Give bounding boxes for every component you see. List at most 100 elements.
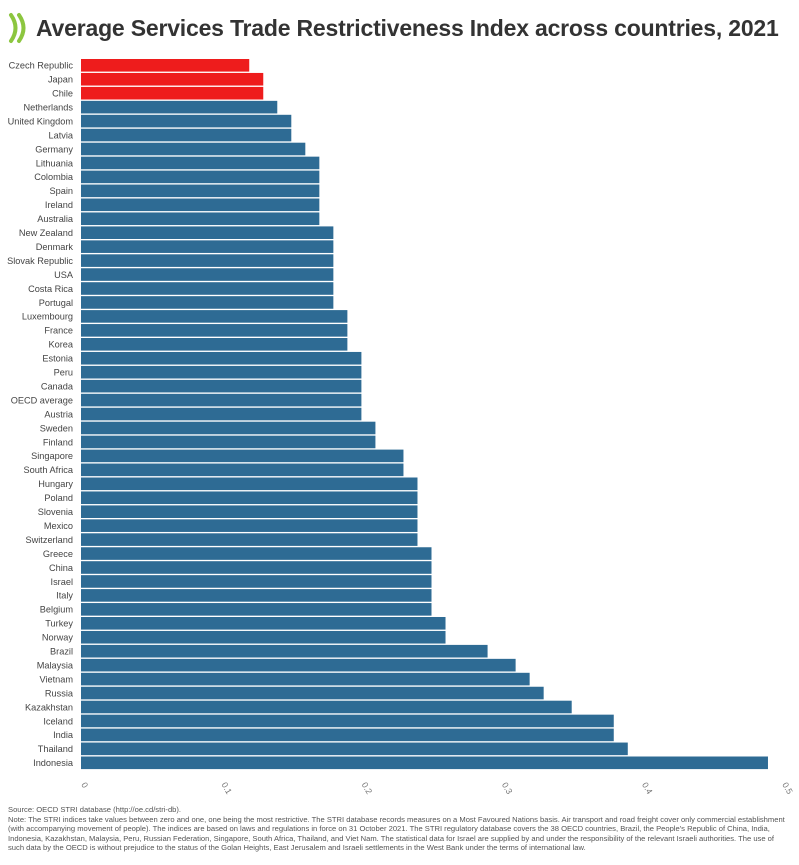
bar-czech-republic [81, 59, 250, 72]
category-label: China [49, 563, 74, 573]
bar-iceland [81, 714, 614, 728]
category-label: Switzerland [26, 535, 74, 545]
bar-lithuania [81, 156, 320, 170]
category-label: Slovak Republic [7, 256, 73, 266]
category-label: Colombia [34, 172, 74, 182]
category-label: Brazil [50, 647, 73, 657]
bar-slovak-republic [81, 254, 334, 267]
category-label: Iceland [43, 716, 73, 726]
bar-greece [81, 547, 432, 560]
category-label: Lithuania [36, 158, 74, 168]
bar-indonesia [81, 756, 768, 770]
category-label: Indonesia [33, 758, 74, 768]
category-label: Luxembourg [22, 312, 73, 322]
bar-portugal [81, 296, 334, 309]
bar-slovenia [81, 505, 418, 518]
bar-hungary [81, 477, 418, 491]
bar-france [81, 324, 348, 337]
category-label: Finland [43, 437, 73, 447]
bar-chart: Czech Republic Japan Chile Netherlands Unite… [7, 59, 795, 796]
bar-spain [81, 184, 320, 198]
category-label: Greece [43, 549, 73, 559]
bar-india [81, 728, 614, 742]
category-label: Australia [37, 214, 74, 224]
bar-latvia [81, 128, 292, 142]
x-tick-label: 0.2 [360, 780, 375, 796]
category-label: Austria [44, 409, 73, 419]
bar-poland [81, 491, 418, 505]
category-label: India [53, 730, 74, 740]
category-label: OECD average [11, 395, 73, 405]
category-label: Korea [48, 340, 73, 350]
bar-usa [81, 268, 334, 281]
bar-colombia [81, 170, 320, 184]
bar-malaysia [81, 658, 516, 672]
bar-russia [81, 686, 544, 700]
category-label: Vietnam [39, 674, 73, 684]
category-label: Canada [41, 381, 74, 391]
category-label: Estonia [42, 354, 74, 364]
bar-finland [81, 435, 376, 449]
chart-footer: Source: OECD STRI database (http://oe.cd… [8, 805, 791, 853]
bar-oecd-average [81, 393, 362, 407]
bar-kazakhstan [81, 700, 572, 714]
category-label: Ireland [45, 200, 73, 210]
category-label: Kazakhstan [25, 702, 73, 712]
bar-japan [81, 72, 264, 86]
category-label: Israel [51, 577, 73, 587]
category-label: United Kingdom [8, 116, 74, 126]
category-label: Singapore [31, 451, 73, 461]
category-label: Spain [50, 186, 74, 196]
category-label: Poland [44, 493, 73, 503]
bar-china [81, 561, 432, 574]
category-label: Czech Republic [9, 61, 74, 71]
bar-italy [81, 589, 432, 602]
bar-ireland [81, 198, 320, 212]
chart-header: Average Services Trade Restrictiveness I… [8, 8, 779, 48]
category-label: Netherlands [23, 102, 73, 112]
category-label: France [44, 326, 73, 336]
chart-title: Average Services Trade Restrictiveness I… [36, 14, 779, 41]
category-label: Sweden [40, 423, 73, 433]
oecd-logo-icon [9, 13, 26, 43]
bar-chile [81, 86, 264, 100]
bar-singapore [81, 449, 404, 463]
x-tick-label: 0.5 [780, 780, 795, 796]
category-label: New Zealand [19, 228, 73, 238]
category-label: Turkey [45, 619, 73, 629]
category-label: Norway [42, 633, 74, 643]
bar-thailand [81, 742, 628, 756]
category-label: Denmark [36, 242, 74, 252]
bar-mexico [81, 519, 418, 532]
bar-belgium [81, 603, 432, 616]
methodology-note: Note: The STRI indices take values betwe… [8, 814, 785, 853]
bar-south-africa [81, 463, 404, 477]
bar-sweden [81, 421, 376, 435]
bar-korea [81, 338, 348, 351]
category-label: Slovenia [38, 507, 74, 517]
source-note: Source: OECD STRI database (http://oe.cd… [8, 805, 182, 814]
x-tick-label: 0.4 [640, 780, 655, 796]
category-label: Chile [52, 89, 73, 99]
category-label: South Africa [23, 465, 73, 475]
bar-netherlands [81, 100, 278, 114]
bar-denmark [81, 240, 334, 253]
bar-norway [81, 630, 446, 644]
bar-austria [81, 407, 362, 421]
bar-united-kingdom [81, 114, 292, 128]
category-label: Germany [35, 144, 73, 154]
category-label: Portugal [39, 298, 73, 308]
bar-vietnam [81, 672, 530, 686]
bar-peru [81, 365, 362, 379]
bar-new-zealand [81, 226, 334, 239]
bar-australia [81, 212, 320, 226]
bar-estonia [81, 351, 362, 365]
bar-canada [81, 379, 362, 393]
category-label: Russia [45, 688, 74, 698]
category-label: Hungary [38, 479, 73, 489]
category-label: USA [54, 270, 74, 280]
bar-germany [81, 142, 306, 156]
category-label: Mexico [44, 521, 73, 531]
category-label: Malaysia [37, 660, 74, 670]
category-label: Belgium [40, 605, 74, 615]
